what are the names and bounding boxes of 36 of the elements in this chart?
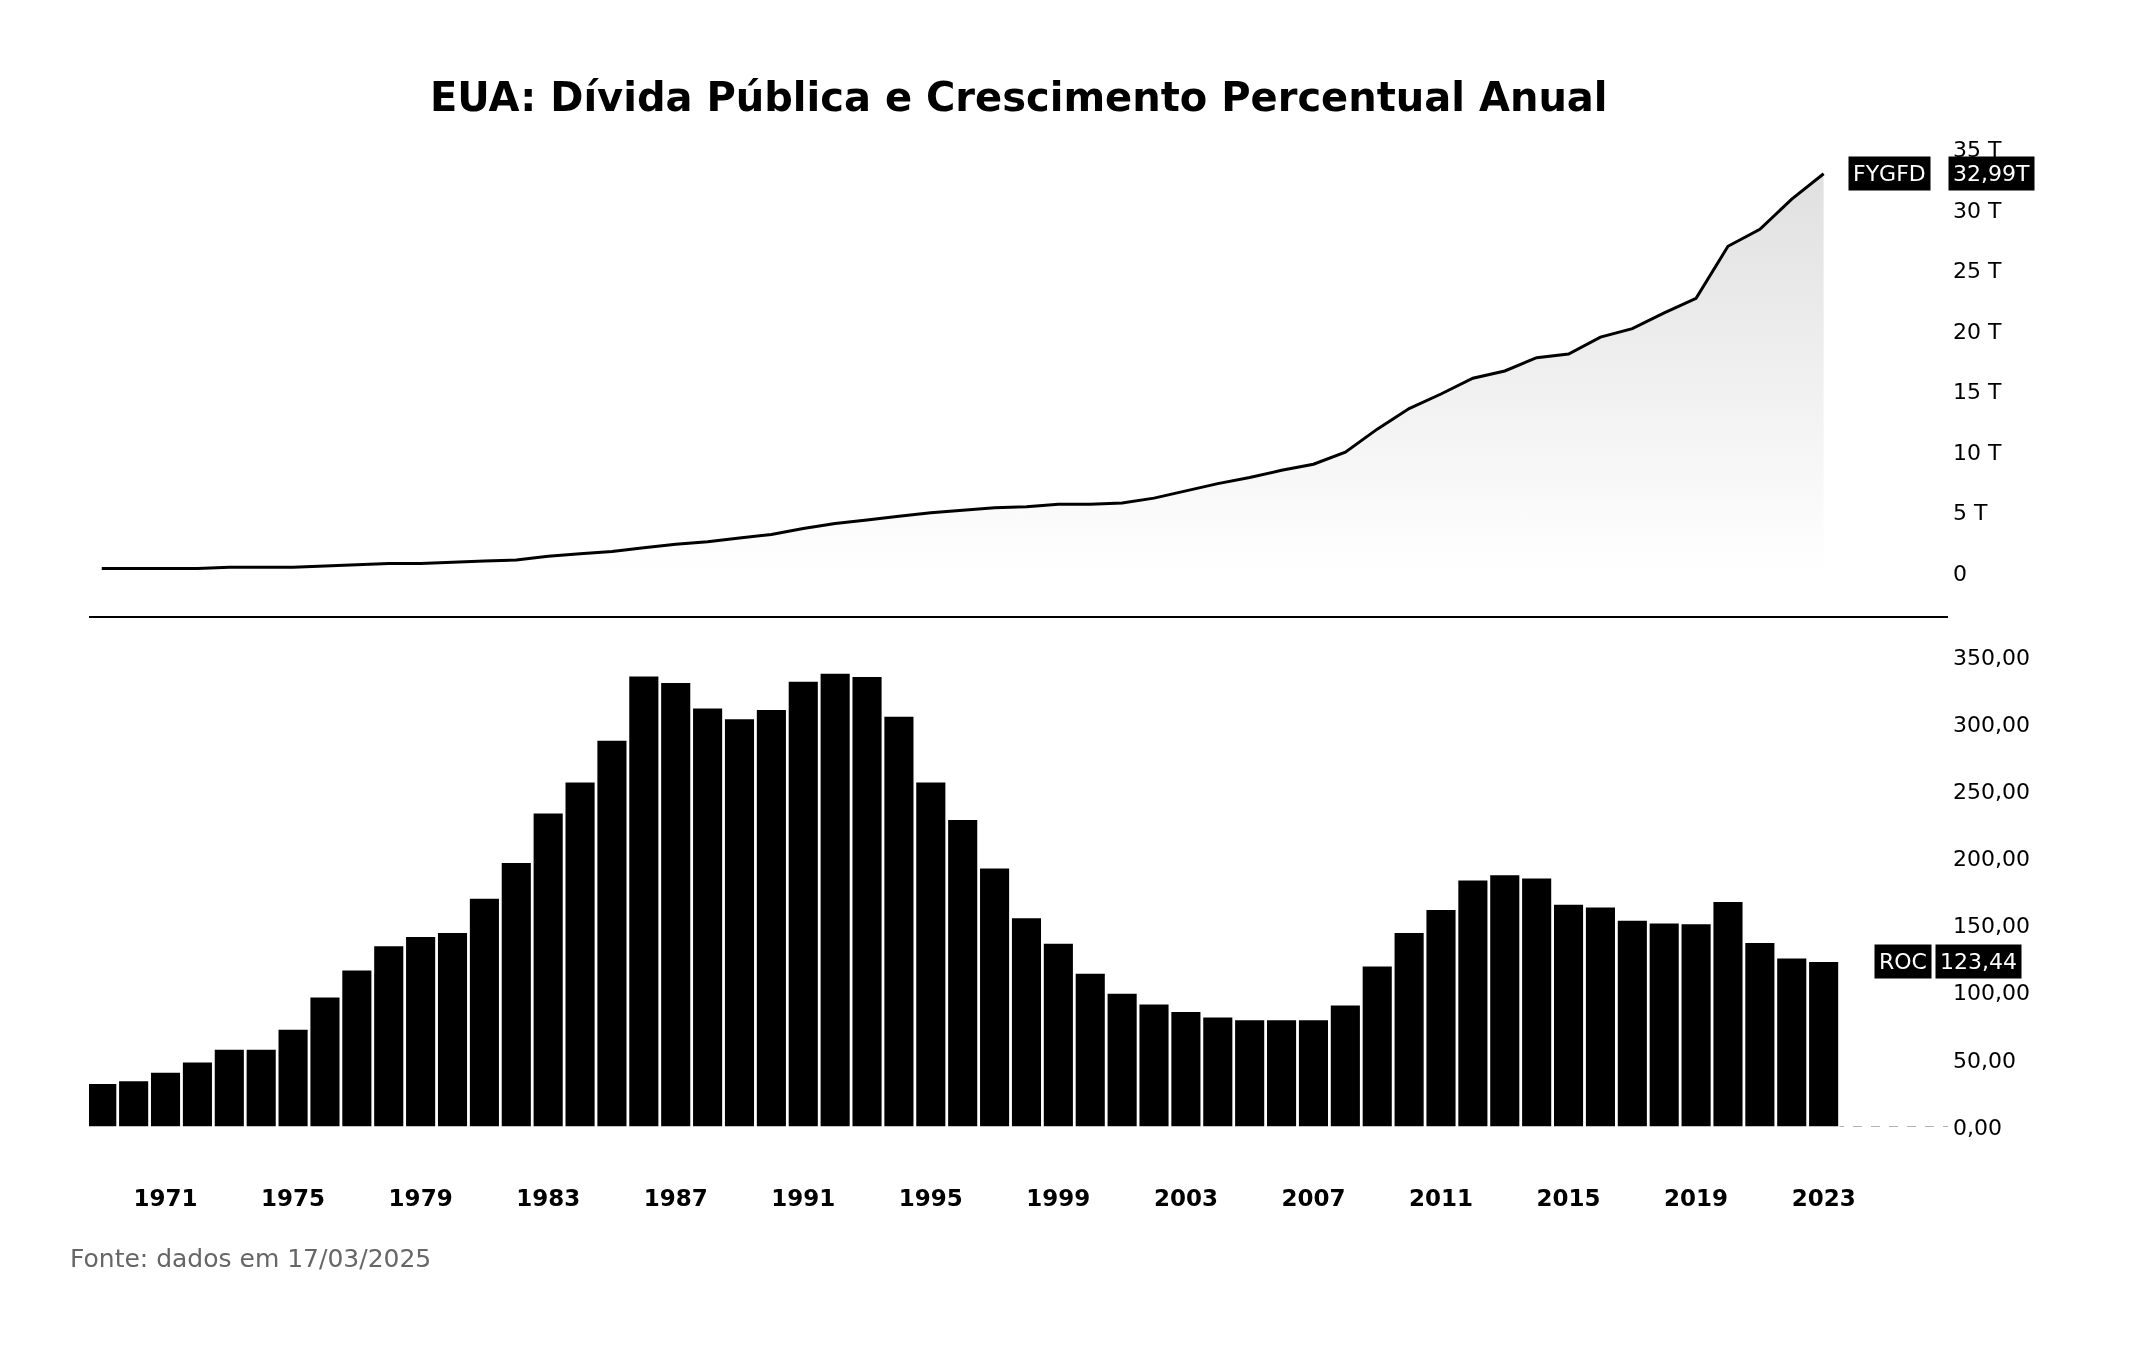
x-tick-label: 2023 xyxy=(1791,1184,1856,1211)
x-tick-label: 1979 xyxy=(388,1184,453,1211)
x-tick-label: 2003 xyxy=(1153,1184,1218,1211)
x-tick-label: 1983 xyxy=(516,1184,581,1211)
x-tick-label: 2015 xyxy=(1536,1184,1601,1211)
x-tick-label: 1987 xyxy=(643,1184,708,1211)
y-tick-label: 15 T xyxy=(1953,379,2002,405)
y-tick-label: 300,00 xyxy=(1953,711,2030,737)
x-tick-label: 1995 xyxy=(898,1184,963,1211)
x-tick-label: 1971 xyxy=(133,1184,198,1211)
text: 32,99T xyxy=(1953,161,2030,186)
y-tick-label: 50,00 xyxy=(1953,1047,2016,1073)
y-tick-label: 20 T xyxy=(1953,318,2002,344)
y-tick-label: 5 T xyxy=(1953,500,1988,526)
x-tick-label: 2007 xyxy=(1281,1184,1346,1211)
y-tick-label: 350,00 xyxy=(1953,644,2030,670)
legend-label: ROC xyxy=(1879,949,1927,974)
legend-label: FYGFD xyxy=(1853,161,1926,186)
chart-title: EUA: Dívida Pública e Crescimento Percentual Anual xyxy=(430,74,1608,120)
y-tick-label: 150,00 xyxy=(1953,913,2030,939)
x-tick-label: 2019 xyxy=(1664,1184,1729,1211)
x-tick-label: 2011 xyxy=(1408,1184,1474,1211)
y-tick-label: 250,00 xyxy=(1953,778,2030,804)
x-tick-label: 1975 xyxy=(261,1184,326,1211)
y-tick-label: 30 T xyxy=(1953,197,2002,223)
source-note: Fonte: dados em 17/03/2025 xyxy=(70,1244,432,1273)
x-tick-label: 1999 xyxy=(1026,1184,1091,1211)
y-tick-label: 10 T xyxy=(1953,439,2002,465)
y-tick-label: 25 T xyxy=(1953,258,2002,284)
annotation: 123,44 xyxy=(1940,949,2017,974)
y-tick-label: 35 T xyxy=(1953,137,2002,163)
x-tick-label: 1991 xyxy=(771,1184,836,1211)
y-tick-label: 0 xyxy=(1953,560,1967,586)
y-tick-label: 0,00 xyxy=(1953,1114,2002,1140)
y-tick-label: 100,00 xyxy=(1953,980,2030,1006)
y-tick-label: 200,00 xyxy=(1953,846,2030,872)
